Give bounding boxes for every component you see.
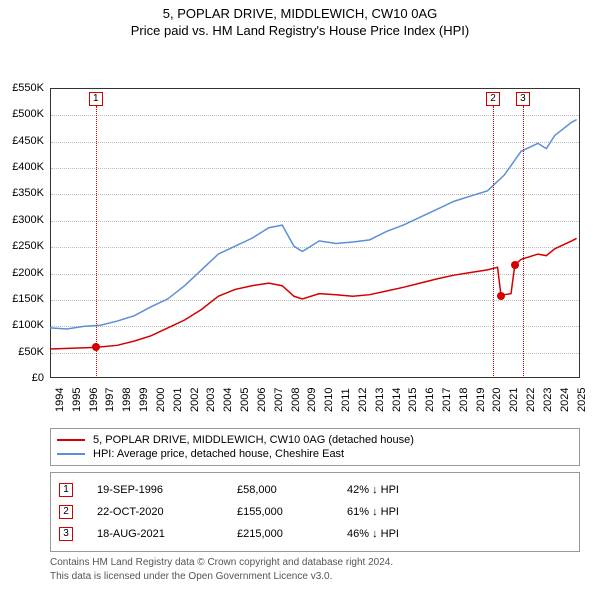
sale-date: 18-AUG-2021 (97, 528, 237, 540)
y-tick-label: £500K (0, 108, 44, 120)
x-tick-label: 2014 (391, 388, 403, 412)
y-tick-label: £550K (0, 82, 44, 94)
marker-line (523, 106, 524, 378)
chart-area: £0 £50K £100K £150K £200K £250K £300K £350K £400… (0, 40, 600, 420)
sale-point (497, 292, 505, 300)
x-tick-label: 2001 (172, 388, 184, 412)
legend-row: HPI: Average price, detached house, Ches… (57, 447, 573, 461)
marker-box: 3 (516, 92, 530, 106)
subtitle: Price paid vs. HM Land Registry's House … (0, 23, 600, 38)
x-tick-label: 2010 (323, 388, 335, 412)
x-tick-label: 2017 (441, 388, 453, 412)
marker-box: 2 (486, 92, 500, 106)
marker-box: 1 (89, 92, 103, 106)
x-tick-label: 2018 (458, 388, 470, 412)
sale-date: 22-OCT-2020 (97, 506, 237, 518)
x-tick-label: 2024 (559, 388, 571, 412)
x-tick-label: 2002 (189, 388, 201, 412)
x-tick-label: 2000 (155, 388, 167, 412)
x-tick-label: 2022 (525, 388, 537, 412)
x-tick-label: 2003 (205, 388, 217, 412)
y-tick-label: £200K (0, 267, 44, 279)
sale-pct: 42% ↓ HPI (347, 484, 399, 496)
x-tick-label: 2013 (374, 388, 386, 412)
y-tick-label: £450K (0, 135, 44, 147)
chart-container: 5, POPLAR DRIVE, MIDDLEWICH, CW10 0AG Pr… (0, 0, 600, 583)
y-tick-label: £350K (0, 187, 44, 199)
x-tick-label: 2011 (340, 388, 352, 412)
legend-row: 5, POPLAR DRIVE, MIDDLEWICH, CW10 0AG (d… (57, 433, 573, 447)
legend: 5, POPLAR DRIVE, MIDDLEWICH, CW10 0AG (d… (50, 428, 580, 466)
x-tick-label: 2006 (256, 388, 268, 412)
y-tick-label: £400K (0, 161, 44, 173)
y-tick-label: £150K (0, 293, 44, 305)
sales-table: 1 19-SEP-1996£58,00042% ↓ HPI 2 22-OCT-2020… (50, 472, 580, 552)
x-tick-label: 2019 (475, 388, 487, 412)
sale-price: £155,000 (237, 506, 347, 518)
sale-marker: 2 (59, 505, 73, 519)
footer: Contains HM Land Registry data © Crown c… (50, 556, 580, 583)
x-tick-label: 2012 (357, 388, 369, 412)
y-tick-label: £250K (0, 240, 44, 252)
sale-pct: 61% ↓ HPI (347, 506, 399, 518)
x-tick-label: 2016 (424, 388, 436, 412)
x-tick-label: 1997 (104, 388, 116, 412)
x-tick-label: 1999 (138, 388, 150, 412)
legend-label: HPI: Average price, detached house, Ches… (93, 448, 344, 460)
x-tick-label: 2008 (290, 388, 302, 412)
x-tick-label: 1996 (88, 388, 100, 412)
sale-date: 19-SEP-1996 (97, 484, 237, 496)
x-tick-label: 1995 (71, 388, 83, 412)
legend-swatch (57, 453, 85, 455)
sale-marker: 1 (59, 483, 73, 497)
x-tick-label: 1998 (121, 388, 133, 412)
x-tick-label: 2004 (222, 388, 234, 412)
address-title: 5, POPLAR DRIVE, MIDDLEWICH, CW10 0AG (0, 6, 600, 21)
series-svg (50, 88, 580, 378)
legend-swatch (57, 439, 85, 441)
x-tick-label: 2025 (576, 388, 588, 412)
sale-marker: 3 (59, 527, 73, 541)
sale-pct: 46% ↓ HPI (347, 528, 399, 540)
sale-price: £215,000 (237, 528, 347, 540)
legend-label: 5, POPLAR DRIVE, MIDDLEWICH, CW10 0AG (d… (93, 434, 414, 446)
x-tick-label: 2009 (306, 388, 318, 412)
marker-line (96, 106, 97, 378)
y-tick-label: £0 (0, 372, 44, 384)
sale-point (511, 261, 519, 269)
x-tick-label: 2023 (542, 388, 554, 412)
sale-row: 3 18-AUG-2021£215,00046% ↓ HPI (59, 523, 571, 545)
titles: 5, POPLAR DRIVE, MIDDLEWICH, CW10 0AG Pr… (0, 0, 600, 40)
footer-line-2: This data is licensed under the Open Gov… (50, 570, 580, 584)
x-tick-label: 1994 (54, 388, 66, 412)
sale-price: £58,000 (237, 484, 347, 496)
marker-line (493, 106, 494, 378)
x-tick-label: 2020 (491, 388, 503, 412)
y-tick-label: £100K (0, 319, 44, 331)
sale-point (92, 343, 100, 351)
y-tick-label: £50K (0, 346, 44, 358)
x-tick-label: 2015 (407, 388, 419, 412)
sale-row: 1 19-SEP-1996£58,00042% ↓ HPI (59, 479, 571, 501)
x-tick-label: 2007 (273, 388, 285, 412)
x-tick-label: 2005 (239, 388, 251, 412)
footer-line-1: Contains HM Land Registry data © Crown c… (50, 556, 580, 570)
sale-row: 2 22-OCT-2020£155,00061% ↓ HPI (59, 501, 571, 523)
y-tick-label: £300K (0, 214, 44, 226)
x-tick-label: 2021 (508, 388, 520, 412)
